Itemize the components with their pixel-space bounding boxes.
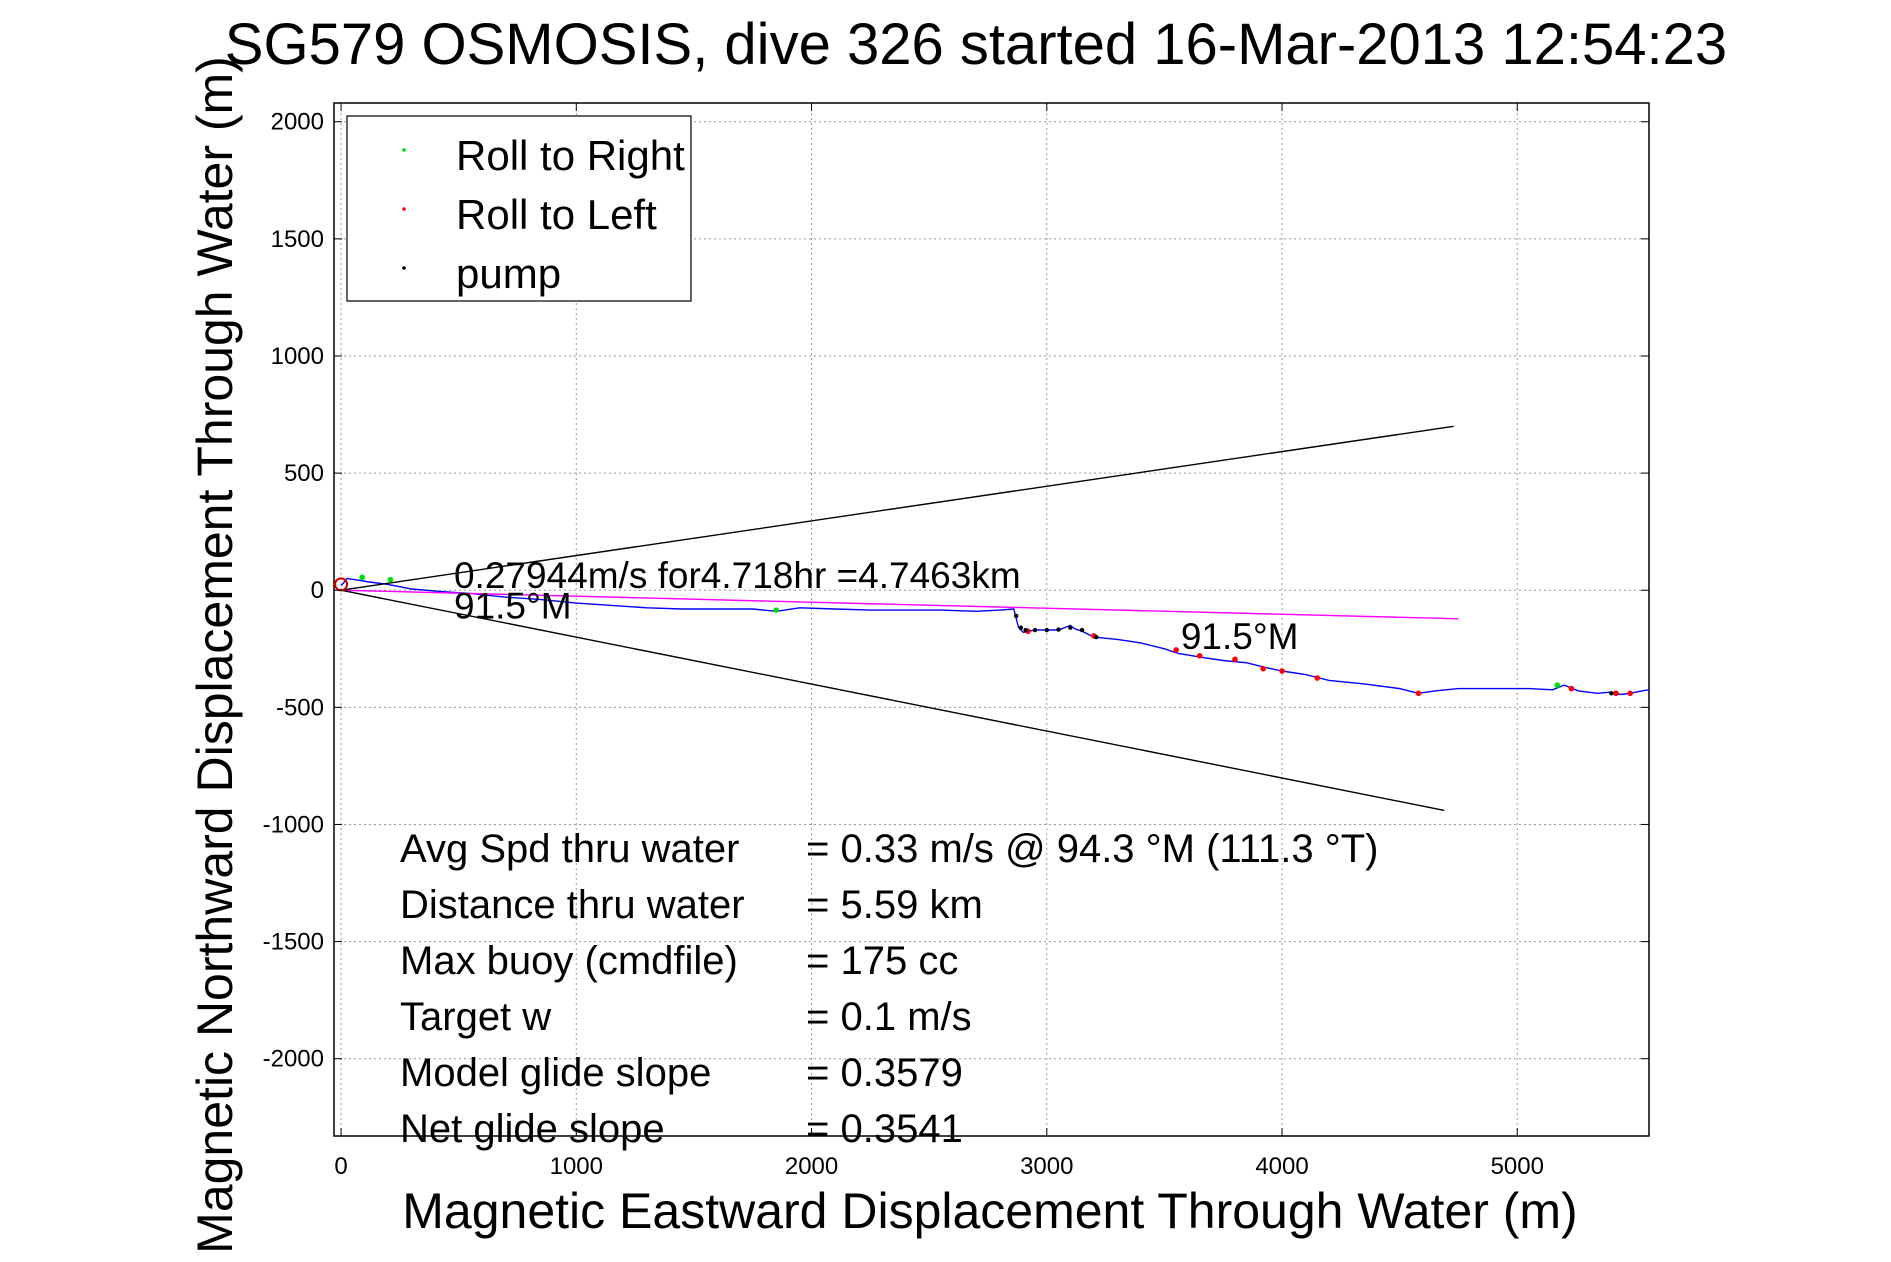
roll-left-point [1415, 690, 1422, 697]
x-tick-label: 4000 [1255, 1153, 1308, 1180]
y-tick-label: 1000 [271, 343, 324, 370]
legend-marker-roll-right [402, 148, 406, 152]
legend: Roll to Right Roll to Left pump [346, 115, 692, 302]
stat-label: Distance thru water [400, 883, 745, 927]
y-tick-label: -1500 [263, 929, 324, 956]
chart-annotation: 0.27944m/s for4.718hr =4.7463km [454, 555, 1021, 596]
stat-label: Avg Spd thru water [400, 827, 739, 871]
stat-value: = 0.33 m/s @ 94.3 °M (111.3 °T) [806, 827, 1378, 871]
annotation-layer: 0.27944m/s for4.718hr =4.7463km91.5°M91.… [454, 555, 1299, 657]
grid-layer [334, 103, 1649, 1136]
pump-point [1014, 613, 1019, 619]
legend-label-pump: pump [456, 250, 561, 297]
x-tick-label: 2000 [785, 1153, 838, 1180]
stat-label: Max buoy (cmdfile) [400, 939, 738, 983]
roll-left-point [1173, 647, 1179, 653]
roll-left-point [1196, 653, 1203, 659]
roll-left-point [1613, 690, 1619, 697]
stat-value: = 5.59 km [806, 883, 983, 927]
x-tick-label: 3000 [1020, 1153, 1073, 1180]
roll-left-point [1279, 668, 1285, 674]
legend-marker-roll-left [402, 207, 406, 211]
y-tick-label: -1000 [263, 811, 324, 838]
series-layer [340, 425, 1650, 812]
y-tick-label: 500 [284, 460, 324, 487]
roll-right-point [359, 574, 366, 581]
pump-point [1068, 625, 1073, 630]
x-tick-label: 5000 [1491, 1153, 1544, 1180]
stat-value: = 0.3541 [806, 1107, 963, 1151]
pump-point [1044, 627, 1049, 633]
stat-label: Net glide slope [400, 1107, 665, 1151]
tick-layer: 0 1000 2000 3000 4000 50002000150010005000-50… [263, 103, 1649, 1180]
stat-value: = 0.3579 [806, 1051, 963, 1095]
roll-left-point [1568, 685, 1575, 692]
y-tick-label: 2000 [271, 109, 324, 136]
y-tick-label: -2000 [263, 1046, 324, 1073]
x-tick-label: 1000 [550, 1153, 603, 1180]
y-axis-title: Magnetic Northward Displacement Through … [187, 56, 243, 1254]
x-tick-label: 0 [334, 1153, 347, 1180]
y-tick-label: 1500 [271, 226, 324, 253]
pump-point [1056, 627, 1061, 632]
marker-layer [334, 574, 1633, 697]
plot-frame [333, 102, 1650, 1137]
series-line-track [340, 577, 1650, 696]
roll-right-point [1554, 682, 1561, 688]
legend-label-roll-left: Roll to Left [456, 191, 657, 238]
chart-annotation: 91.5°M [454, 585, 572, 626]
pump-point [1093, 634, 1099, 640]
roll-right-point [387, 576, 394, 583]
series-line-mean-current [341, 589, 1459, 620]
legend-marker-pump [402, 266, 406, 270]
stat-label: Model glide slope [400, 1051, 711, 1095]
stats-layer: Avg Spd thru water = 0.33 m/s @ 94.3 °M (… [400, 827, 1378, 1151]
pump-point [1032, 627, 1038, 633]
pump-point [1023, 627, 1028, 633]
roll-left-point [1232, 656, 1238, 663]
y-tick-label: -500 [276, 694, 324, 721]
pump-point [1609, 691, 1614, 696]
pump-point [1018, 625, 1024, 630]
roll-left-point [1260, 665, 1267, 672]
series-line-bound-upper [340, 425, 1454, 591]
roll-left-point [1627, 690, 1633, 697]
series-line-bound-lower [340, 589, 1445, 812]
roll-right-point [773, 607, 780, 613]
x-axis-title: Magnetic Eastward Displacement Through W… [402, 1183, 1577, 1239]
legend-label-roll-right: Roll to Right [456, 132, 685, 179]
stat-value: = 0.1 m/s [806, 995, 972, 1039]
stat-value: = 175 cc [806, 939, 958, 983]
y-tick-label: 0 [311, 577, 324, 604]
chart-title: SG579 OSMOSIS, dive 326 started 16-Mar-2… [225, 12, 1727, 77]
chart-annotation: 91.5°M [1181, 616, 1299, 657]
roll-left-point [1314, 675, 1321, 681]
stat-label: Target w [400, 995, 551, 1039]
pump-point [1079, 627, 1085, 633]
